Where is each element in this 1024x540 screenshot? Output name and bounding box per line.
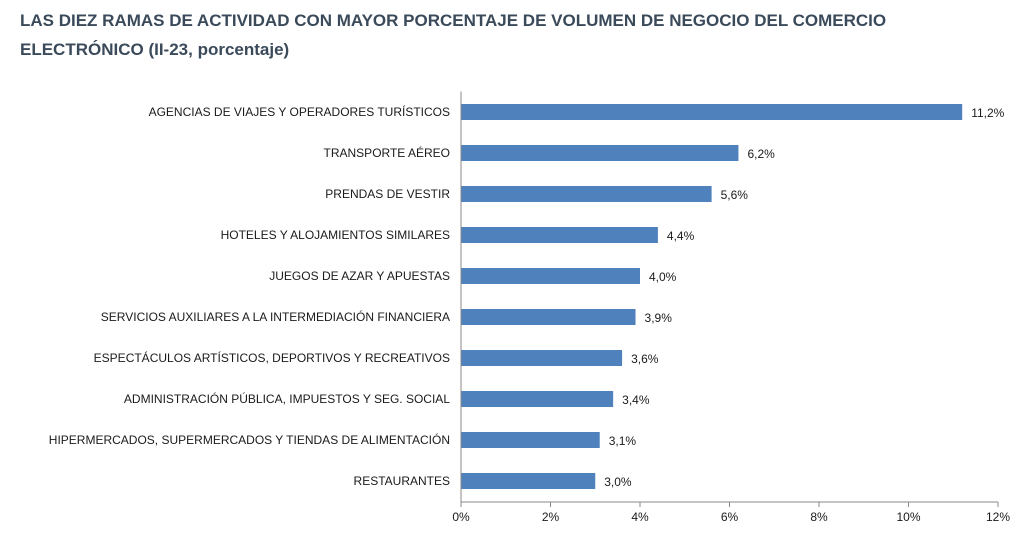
bar	[461, 432, 600, 448]
bar	[461, 227, 658, 243]
bar	[461, 391, 614, 407]
labels-layer: AGENCIAS DE VIAJES Y OPERADORES TURÍSTIC…	[49, 104, 1005, 489]
data-label: 4,0%	[649, 270, 677, 284]
data-label: 6,2%	[747, 147, 775, 161]
x-tick-label: 0%	[452, 510, 470, 524]
data-label: 3,4%	[622, 393, 650, 407]
bar	[461, 186, 712, 202]
category-label: JUEGOS DE AZAR Y APUESTAS	[269, 269, 450, 283]
category-label: AGENCIAS DE VIAJES Y OPERADORES TURÍSTIC…	[149, 104, 450, 119]
x-axis: 0% 2% 4% 6% 8% 10% 12%	[452, 91, 1010, 524]
x-tick-label: 10%	[896, 510, 920, 524]
bars-layer	[461, 104, 963, 489]
x-tick-label: 12%	[986, 510, 1010, 524]
bar	[461, 309, 636, 325]
x-tick-label: 6%	[721, 510, 739, 524]
x-tick-label: 2%	[542, 510, 560, 524]
data-label: 4,4%	[667, 229, 695, 243]
data-label: 3,1%	[609, 434, 637, 448]
bar	[461, 473, 596, 489]
category-label: TRANSPORTE AÉREO	[324, 145, 450, 160]
category-label: ADMINISTRACIÓN PÚBLICA, IMPUESTOS Y SEG.…	[124, 391, 450, 406]
chart-title: LAS DIEZ RAMAS DE ACTIVIDAD CON MAYOR PO…	[20, 11, 887, 59]
category-label: SERVICIOS AUXILIARES A LA INTERMEDIACIÓN…	[101, 309, 450, 324]
category-label: PRENDAS DE VESTIR	[325, 187, 450, 201]
bar	[461, 145, 739, 161]
bar	[461, 268, 640, 284]
data-label: 5,6%	[721, 188, 749, 202]
bar	[461, 104, 963, 120]
data-label: 3,6%	[631, 352, 659, 366]
category-label: ESPECTÁCULOS ARTÍSTICOS, DEPORTIVOS Y RE…	[94, 350, 450, 365]
category-label: RESTAURANTES	[354, 474, 450, 488]
data-label: 11,2%	[971, 106, 1004, 120]
data-label: 3,0%	[604, 475, 632, 489]
category-label: HOTELES Y ALOJAMIENTOS SIMILARES	[221, 228, 450, 242]
bar	[461, 350, 623, 366]
x-tick-label: 8%	[810, 510, 828, 524]
data-label: 3,9%	[645, 311, 673, 325]
x-tick-label: 4%	[631, 510, 649, 524]
category-label: HIPERMERCADOS, SUPERMERCADOS Y TIENDAS D…	[49, 432, 450, 447]
